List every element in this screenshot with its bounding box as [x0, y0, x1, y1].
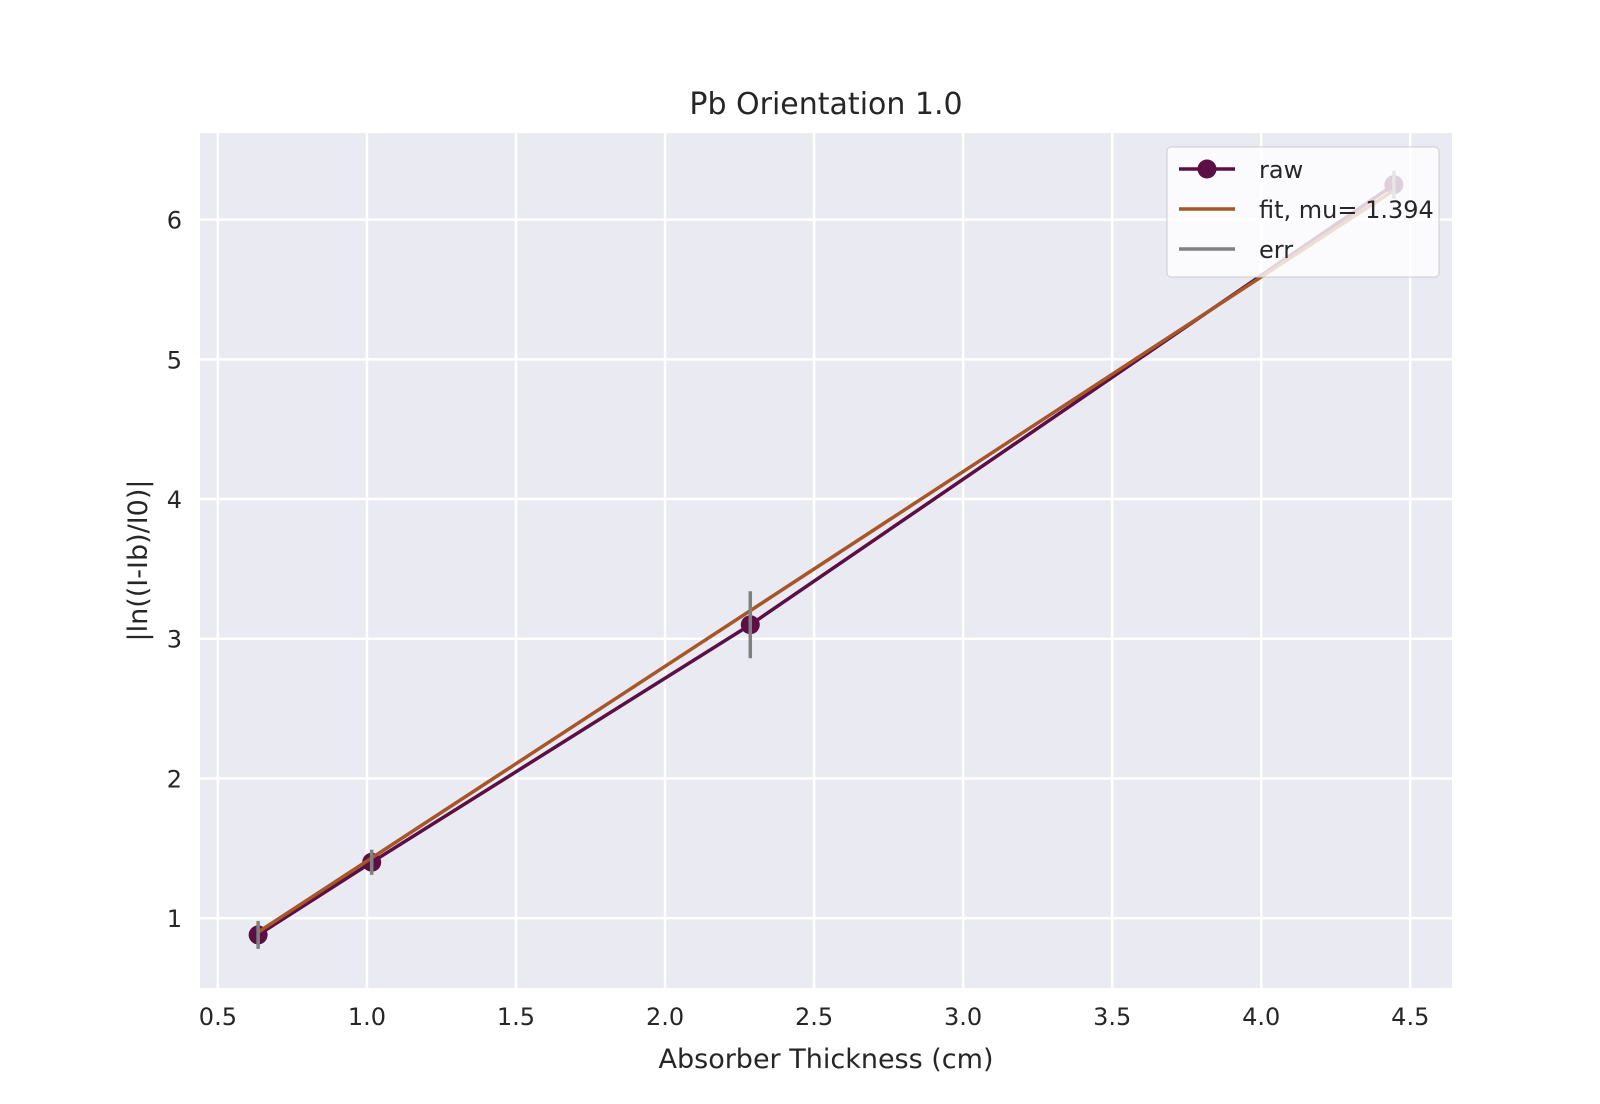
x-tick-label: 4.0: [1242, 1003, 1280, 1031]
y-tick-label: 6: [167, 207, 182, 235]
y-tick-label: 4: [167, 486, 182, 514]
y-axis: 1 2 3 4 5 6: [167, 207, 182, 934]
x-tick-label: 0.5: [199, 1003, 237, 1031]
y-tick-label: 2: [167, 765, 182, 793]
y-axis-label: |ln((I-Ib)/I0)|: [123, 480, 154, 642]
legend-box: [1166, 146, 1440, 278]
legend-label: raw: [1259, 156, 1303, 184]
x-tick-label: 4.5: [1391, 1003, 1429, 1031]
y-tick-label: 1: [167, 905, 182, 933]
x-tick-label: 2.5: [795, 1003, 833, 1031]
legend: raw fit, mu= 1.394 err: [1166, 146, 1440, 278]
chart-title: Pb Orientation 1.0: [689, 87, 962, 122]
y-tick-label: 3: [167, 626, 182, 654]
raw-line: [257, 183, 1395, 937]
x-tick-label: 3.0: [944, 1003, 982, 1031]
legend-marker: [1197, 159, 1217, 179]
x-tick-label: 3.5: [1093, 1003, 1131, 1031]
fit-line: [257, 188, 1395, 934]
y-tick-label: 5: [167, 346, 182, 374]
grid: [200, 133, 1452, 988]
legend-items: raw fit, mu= 1.394 err: [1179, 156, 1434, 264]
legend-label: err: [1259, 236, 1293, 264]
x-axis: 0.5 1.0 1.5 2.0 2.5 3.0 3.5 4.0 4.5: [199, 1003, 1430, 1031]
x-tick-label: 1.5: [497, 1003, 535, 1031]
x-tick-label: 1.0: [348, 1003, 386, 1031]
x-axis-label: Absorber Thickness (cm): [659, 1044, 994, 1075]
x-tick-label: 2.0: [646, 1003, 684, 1031]
legend-label: fit, mu= 1.394: [1259, 196, 1434, 224]
